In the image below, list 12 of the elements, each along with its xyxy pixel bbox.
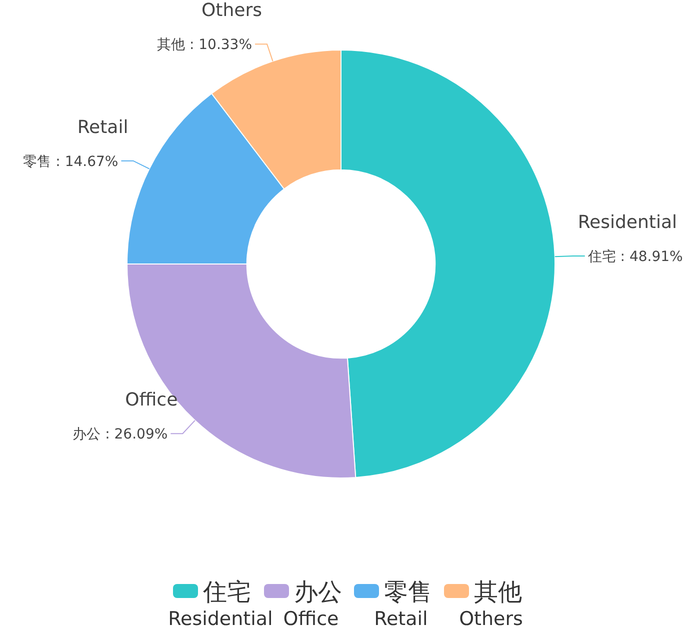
data-label: 其他 : 10.33%	[157, 37, 252, 54]
legend-label: 其他	[474, 578, 522, 606]
legend-label: 办公	[294, 578, 342, 606]
legend-label: 零售	[384, 578, 432, 606]
data-label: 零售 : 14.67%	[23, 154, 118, 170]
data-label: 住宅 : 48.91%	[586, 249, 683, 266]
legend-label: 住宅	[202, 578, 251, 606]
text: Retail	[374, 608, 428, 630]
data-label: 办公 : 26.09%	[72, 426, 168, 443]
text: Residential	[168, 608, 273, 630]
text: Office	[283, 608, 339, 630]
text: Others	[459, 608, 523, 630]
